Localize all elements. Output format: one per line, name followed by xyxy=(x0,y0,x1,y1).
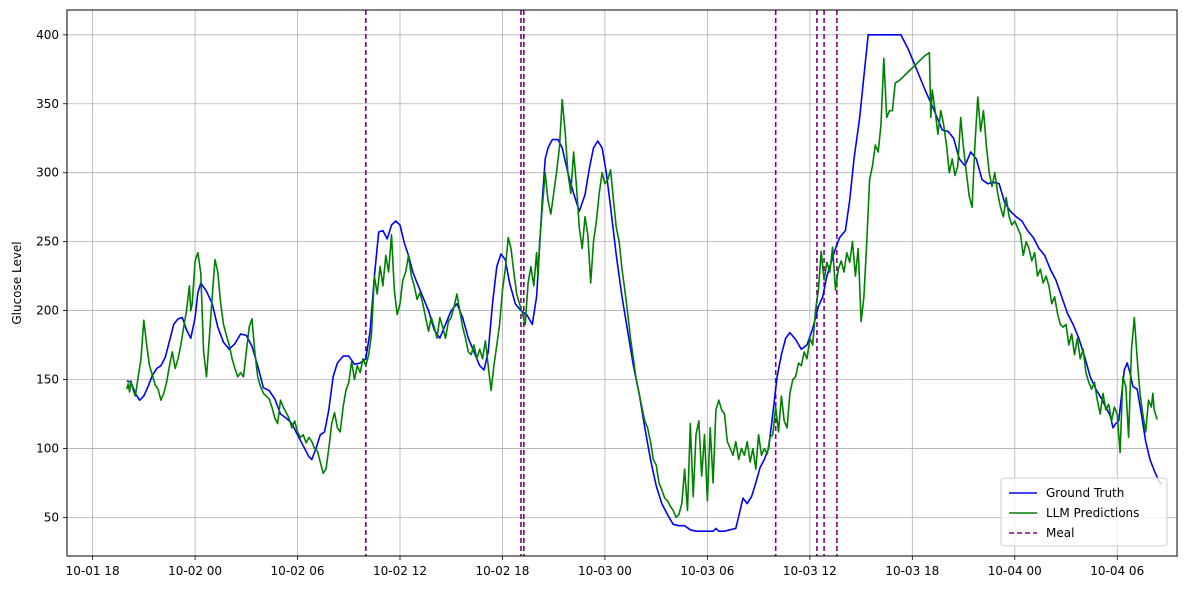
series-line-ground-truth xyxy=(126,34,1162,532)
x-tick-label: 10-02 18 xyxy=(475,564,529,578)
legend-label-llm-predictions: LLM Predictions xyxy=(1046,506,1139,520)
y-tick-label: 300 xyxy=(36,166,59,180)
y-tick-label: 350 xyxy=(36,97,59,111)
x-tick-label: 10-02 00 xyxy=(168,564,222,578)
grid xyxy=(67,10,1177,556)
x-tick-label: 10-03 00 xyxy=(578,564,632,578)
x-tick-label: 10-03 18 xyxy=(885,564,939,578)
y-tick-label: 50 xyxy=(44,510,59,524)
y-tick-label: 400 xyxy=(36,28,59,42)
x-tick-label: 10-04 06 xyxy=(1090,564,1144,578)
legend-label-meal: Meal xyxy=(1046,526,1074,540)
x-tick-label: 10-04 00 xyxy=(988,564,1042,578)
y-axis-label: Glucose Level xyxy=(10,241,24,324)
series-line-llm-predictions xyxy=(126,51,1158,519)
y-tick-label: 200 xyxy=(36,304,59,318)
axes: 10-01 18 10-02 00 10-02 06 10-02 12 10-02 18… xyxy=(36,28,1144,578)
series-lines xyxy=(126,34,1162,532)
y-tick-label: 250 xyxy=(36,235,59,249)
x-tick-label: 10-03 12 xyxy=(783,564,837,578)
legend: Ground Truth LLM Predictions Meal xyxy=(1000,477,1168,547)
legend-label-ground-truth: Ground Truth xyxy=(1046,486,1124,500)
x-tick-label: 10-02 06 xyxy=(271,564,325,578)
x-tick-label: 10-01 18 xyxy=(66,564,120,578)
legend-box xyxy=(1000,477,1168,547)
plot-frame xyxy=(66,9,1178,557)
x-tick-label: 10-03 06 xyxy=(680,564,734,578)
y-tick-label: 150 xyxy=(36,373,59,387)
x-tick-label: 10-02 12 xyxy=(373,564,427,578)
y-tick-label: 100 xyxy=(36,441,59,455)
